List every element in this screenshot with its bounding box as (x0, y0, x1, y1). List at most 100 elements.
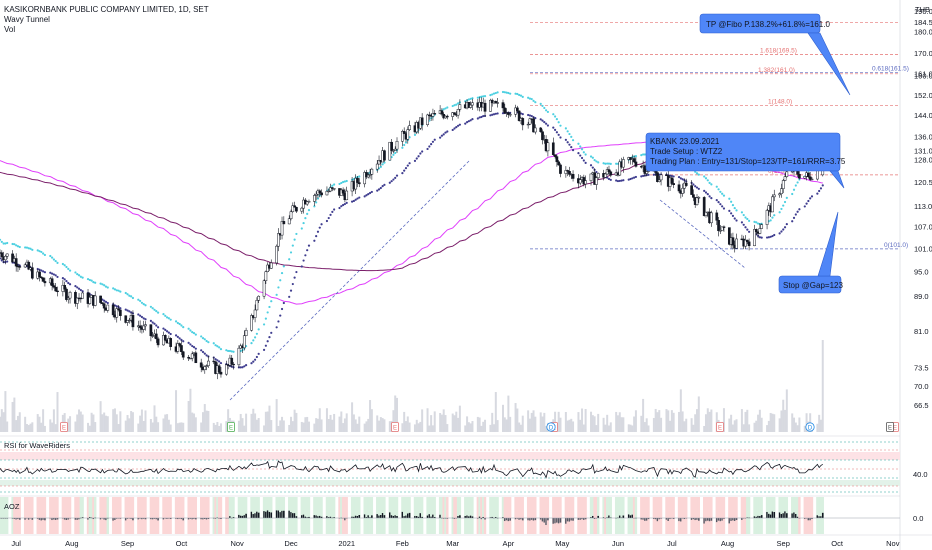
ema-slow-dot (620, 179, 623, 182)
aoz-zone (464, 497, 467, 534)
volume-bar (40, 422, 43, 432)
ema-fast-dot (528, 97, 532, 100)
ema-fast-dot (509, 92, 512, 95)
candle-body (731, 237, 735, 246)
candle-body (607, 169, 611, 173)
candle-body (517, 110, 521, 121)
ema-fast-dot (18, 245, 21, 249)
aoz-bar (151, 518, 154, 520)
ema-fast-dot (162, 313, 165, 316)
aoz-zone (356, 497, 359, 534)
volume-bar (282, 420, 285, 432)
volume-bar (503, 417, 506, 432)
ema-slow-dot (652, 173, 655, 176)
aoz-bar (89, 517, 91, 518)
aoz-zone (176, 497, 180, 534)
candle-body (508, 114, 512, 116)
ema-slow-dot (151, 321, 154, 324)
volume-bar (572, 421, 575, 432)
ema-slow-dot (164, 328, 167, 332)
ema-slow-dot (350, 200, 354, 203)
ema-slow-dot (541, 119, 544, 122)
ema-slow-dot (408, 162, 411, 165)
ema-fast-dot (189, 329, 192, 332)
volume-bar (778, 418, 781, 432)
volume-bar (157, 422, 160, 432)
candle-body (291, 205, 295, 212)
aoz-zone (320, 497, 323, 534)
volume-bar (2, 412, 5, 432)
aoz-zone (602, 497, 605, 534)
ema-slow-dot (200, 349, 203, 352)
aoz-zone (568, 497, 571, 534)
time-tick-label: Dec (284, 539, 298, 548)
candle-body (151, 335, 155, 337)
ema-slow-dot (68, 283, 72, 286)
volume-bar (708, 411, 711, 432)
candle-body (754, 229, 758, 233)
aoz-bar (495, 517, 497, 518)
ema-fast-dot (291, 244, 294, 247)
aoz-zone (241, 497, 244, 534)
aoz-bar (17, 518, 19, 520)
ema-fast-dot (514, 92, 517, 95)
aoz-bar (245, 513, 247, 518)
ema-slow-dot (478, 116, 481, 119)
volume-bar (117, 424, 120, 432)
aoz-bar (277, 510, 280, 518)
volume-bar (218, 425, 221, 432)
volume-bar (501, 404, 504, 432)
ema-slow-dot (706, 193, 709, 196)
candle-body (507, 112, 510, 115)
ema-slow-dot (0, 257, 2, 260)
aoz-bar (505, 518, 508, 521)
aoz-zone (191, 497, 194, 534)
ema-fast-dot (783, 200, 787, 204)
volume-bar (652, 417, 655, 432)
aoz-zone (92, 497, 95, 534)
aoz-bar (453, 518, 456, 519)
volume-bar (660, 417, 663, 432)
aoz-bar (527, 518, 529, 521)
aoz-bar (358, 515, 361, 518)
volume-bar (6, 421, 9, 432)
volume-bar (56, 392, 59, 432)
aoz-zone (169, 497, 172, 534)
candle-body (212, 360, 216, 363)
volume-bar (4, 391, 7, 432)
aoz-zone (113, 497, 117, 534)
aoz-zone (187, 497, 190, 534)
ema-slow-dot (708, 195, 711, 198)
volume-bar (254, 413, 257, 432)
aoz-bar (768, 513, 770, 518)
volume-bar (88, 425, 91, 432)
price-tick-label: 160.0 (914, 72, 932, 81)
aoz-zone (63, 497, 66, 534)
ema-slow-dot (721, 205, 724, 208)
event-dividend-marker (805, 422, 815, 432)
ema-fast-dot (604, 162, 607, 165)
ema-slow-dot (218, 360, 221, 363)
ema-slow-dot (740, 221, 744, 224)
candle-body (618, 161, 622, 176)
ema-slow-dot (52, 273, 55, 276)
ema-fast-dot (280, 271, 284, 275)
aoz-bar (31, 518, 34, 520)
aoz-bar (344, 518, 346, 521)
aoz-zone (304, 497, 307, 534)
ema-fast-dot (748, 219, 751, 222)
volume-bar (507, 395, 510, 432)
ema-slow-dot (162, 327, 165, 330)
aoz-bar (403, 516, 405, 518)
aoz-zone (753, 497, 756, 534)
aoz-zone (117, 497, 120, 534)
volume-bar (769, 412, 772, 432)
aoz-zone (453, 497, 456, 534)
ema-slow-dot (528, 114, 532, 117)
volume-bar (288, 424, 291, 432)
aoz-bar (308, 516, 310, 518)
volume-bar (212, 422, 215, 432)
volume-bar (431, 425, 434, 432)
aoz-zone (505, 497, 508, 534)
aoz-bar (142, 518, 145, 519)
